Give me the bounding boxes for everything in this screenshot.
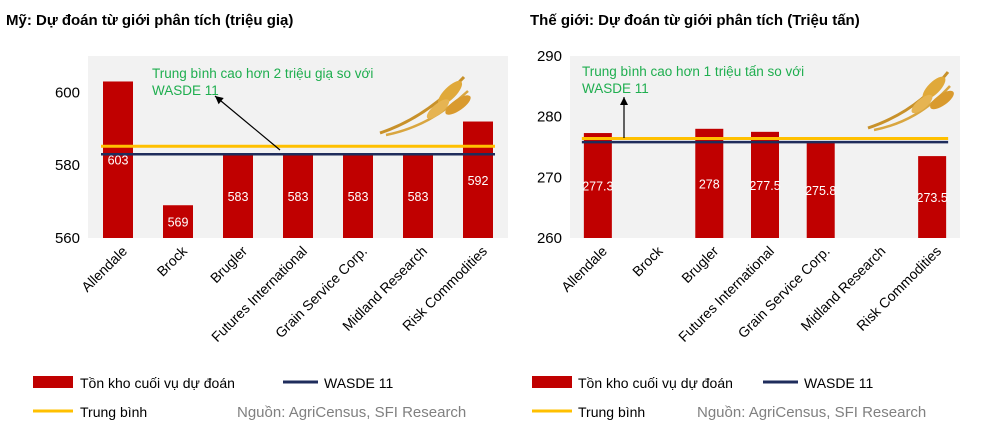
- category-label: Allendale: [558, 243, 610, 295]
- bar-value-label: 277.5: [749, 179, 780, 193]
- right-legend: Tồn kho cuối vụ dự đoán WASDE 11 Trung b…: [532, 375, 926, 421]
- y-tick-label: 560: [55, 230, 80, 247]
- y-tick-label: 280: [537, 109, 562, 126]
- bar: [695, 128, 724, 238]
- y-tick-label: 270: [537, 169, 562, 186]
- bar: [223, 154, 253, 238]
- legend-wasde-label: WASDE 11: [804, 375, 873, 391]
- category-label: Brugler: [678, 243, 721, 286]
- y-tick-label: 600: [55, 84, 80, 101]
- legend-wasde-label: WASDE 11: [324, 375, 393, 391]
- category-label: Brugler: [207, 243, 250, 286]
- bar-value-label: 603: [108, 154, 129, 168]
- bar-value-label: 273.5: [917, 191, 948, 205]
- y-tick-label: 580: [55, 157, 80, 174]
- arrow-icon: [214, 95, 281, 151]
- y-tick-label: 290: [537, 48, 562, 65]
- bar-value-label: 583: [288, 190, 309, 204]
- legend-average-label: Trung bình: [578, 404, 645, 420]
- category-label: Grain Service Corp.: [735, 243, 833, 341]
- category-label: Brock: [629, 242, 666, 279]
- bar-value-label: 569: [168, 216, 189, 230]
- bar-value-label: 583: [408, 190, 429, 204]
- arrow-icon: [620, 97, 628, 138]
- legend-stocks-swatch: [532, 376, 572, 388]
- y-tick-label: 260: [537, 230, 562, 247]
- bar: [103, 81, 133, 238]
- annotation-text: Trung bình cao hơn 1 triệu tấn so với: [582, 64, 804, 79]
- bar: [343, 154, 373, 238]
- source-note: Nguồn: AgriCensus, SFI Research: [237, 404, 466, 421]
- annotation-text: WASDE 11: [582, 81, 649, 96]
- wheat-icon: [867, 71, 954, 132]
- legend-stocks-label: Tồn kho cuối vụ dự đoán: [80, 375, 235, 391]
- bar: [806, 142, 835, 238]
- bar: [918, 156, 947, 238]
- bar-value-label: 275.8: [805, 184, 836, 198]
- category-label: Futures International: [675, 243, 777, 345]
- right-chart-title: Thế giới: Dự đoán từ giới phân tích (Tri…: [530, 12, 860, 29]
- category-label: Brock: [153, 242, 190, 279]
- bar: [583, 133, 612, 238]
- legend-stocks-label: Tồn kho cuối vụ dự đoán: [578, 375, 733, 391]
- bar: [163, 205, 193, 238]
- legend-average-label: Trung bình: [80, 404, 147, 420]
- bar-value-label: 583: [348, 190, 369, 204]
- bar: [751, 131, 779, 238]
- bar: [463, 121, 493, 238]
- left-legend: Tồn kho cuối vụ dự đoán WASDE 11 Trung b…: [33, 375, 466, 421]
- annotation-text: Trung bình cao hơn 2 triệu giạ so với: [152, 66, 373, 81]
- bar-value-label: 278: [699, 177, 720, 191]
- bar: [403, 154, 433, 238]
- annotation-text: WASDE 11: [152, 83, 219, 98]
- source-note: Nguồn: AgriCensus, SFI Research: [697, 404, 926, 421]
- wheat-icon: [379, 75, 471, 137]
- bar: [283, 154, 313, 238]
- bar-value-label: 592: [468, 174, 489, 188]
- category-label: Allendale: [78, 243, 130, 295]
- bar-value-label: 277.3: [582, 180, 613, 194]
- bar-value-label: 583: [228, 190, 249, 204]
- left-chart-title: Mỹ: Dự đoán từ giới phân tích (triệu giạ…: [6, 12, 293, 29]
- legend-stocks-swatch: [33, 376, 73, 388]
